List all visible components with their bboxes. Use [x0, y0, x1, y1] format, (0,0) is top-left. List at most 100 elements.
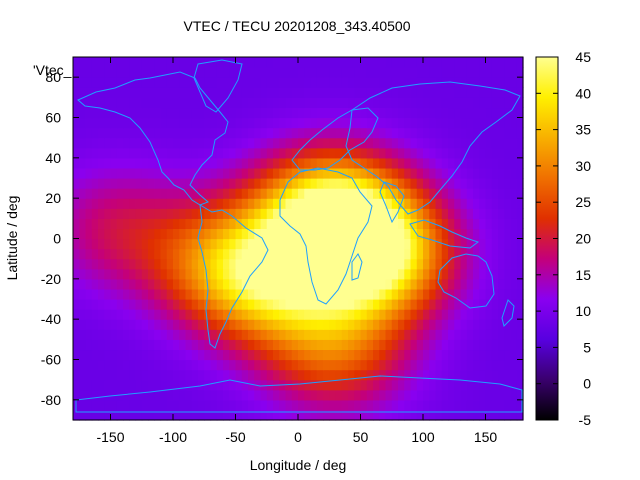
heatmap-cell	[273, 167, 280, 179]
heatmap-cell	[229, 309, 237, 320]
heatmap-cell	[179, 127, 187, 139]
heatmap-cell	[348, 208, 355, 219]
heatmap-cell	[416, 57, 424, 68]
heatmap-cell	[410, 309, 418, 320]
heatmap-cell	[116, 238, 124, 250]
heatmap-cell	[291, 369, 299, 381]
heatmap-cell	[460, 147, 468, 159]
heatmap-cell	[435, 319, 443, 330]
heatmap-cell	[166, 208, 174, 219]
heatmap-cell	[473, 198, 480, 209]
heatmap-cell	[148, 198, 155, 209]
heatmap-cell	[141, 77, 149, 88]
heatmap-cell	[310, 248, 318, 260]
heatmap-cell	[348, 359, 355, 371]
heatmap-cell	[416, 208, 424, 219]
heatmap-cell	[485, 157, 493, 169]
heatmap-cell	[298, 228, 305, 240]
heatmap-cell	[98, 359, 105, 371]
heatmap-cell	[98, 87, 105, 98]
heatmap-cell	[366, 248, 374, 260]
heatmap-cell	[341, 359, 349, 371]
heatmap-cell	[123, 178, 130, 189]
heatmap-cell	[473, 137, 480, 149]
heatmap-cell	[310, 117, 318, 129]
heatmap-cell	[223, 258, 230, 270]
heatmap-cell	[129, 67, 137, 78]
heatmap-cell	[85, 278, 93, 290]
heatmap-cell	[116, 268, 124, 280]
coast-africa	[279, 167, 373, 305]
heatmap-cell	[141, 198, 149, 209]
heatmap-cell	[473, 268, 480, 280]
heatmap-cell	[79, 389, 87, 401]
heatmap-cell	[498, 117, 505, 129]
heatmap-cell	[254, 127, 262, 139]
heatmap-cell	[391, 117, 399, 129]
heatmap-cell	[110, 359, 118, 371]
heatmap-cell	[441, 97, 449, 109]
heatmap-cell	[479, 57, 487, 68]
heatmap-cell	[416, 198, 424, 209]
heatmap-cell	[348, 349, 355, 361]
heatmap-cell	[210, 379, 218, 391]
heatmap-cell	[185, 339, 193, 351]
heatmap-cell	[185, 399, 193, 411]
heatmap-cell	[285, 399, 293, 411]
heatmap-cell	[454, 107, 462, 119]
heatmap-cell	[341, 409, 349, 421]
heatmap-cell	[373, 107, 380, 119]
heatmap-cell	[341, 399, 349, 411]
heatmap-cell	[166, 67, 174, 78]
heatmap-cell	[410, 107, 418, 119]
heatmap-cell	[510, 278, 518, 290]
heatmap-cell	[254, 379, 262, 391]
heatmap-cell	[323, 369, 330, 381]
heatmap-cell	[104, 147, 112, 159]
heatmap-cell	[360, 208, 368, 219]
heatmap-cell	[323, 389, 330, 401]
heatmap-cell	[223, 97, 230, 109]
heatmap-cell	[266, 288, 274, 300]
heatmap-cell	[379, 157, 387, 169]
heatmap-cell	[341, 137, 349, 149]
heatmap-cell	[248, 67, 255, 78]
heatmap-cell	[310, 309, 318, 320]
heatmap-cell	[135, 359, 143, 371]
heatmap-cell	[385, 57, 393, 68]
heatmap-cell	[110, 137, 118, 149]
heatmap-cell	[416, 107, 424, 119]
heatmap-cell	[248, 77, 255, 88]
heatmap-cell	[485, 117, 493, 129]
heatmap-cell	[129, 188, 137, 199]
heatmap-cell	[473, 319, 480, 330]
heatmap-cell	[298, 208, 305, 219]
heatmap-cell	[266, 77, 274, 88]
heatmap-cell	[179, 309, 187, 320]
heatmap-cell	[148, 77, 155, 88]
heatmap-cell	[185, 137, 193, 149]
heatmap-cell	[485, 87, 493, 98]
heatmap-cell	[229, 178, 237, 189]
heatmap-cell	[354, 319, 362, 330]
heatmap-cell	[416, 359, 424, 371]
heatmap-cell	[479, 339, 487, 351]
heatmap-cell	[85, 399, 93, 411]
heatmap-cell	[404, 379, 412, 391]
heatmap-cell	[248, 87, 255, 98]
heatmap-cell	[504, 167, 512, 179]
heatmap-cell	[423, 107, 430, 119]
heatmap-cell	[435, 157, 443, 169]
heatmap-cell	[516, 399, 524, 411]
heatmap-cell	[385, 349, 393, 361]
heatmap-cell	[516, 238, 524, 250]
heatmap-cell	[379, 77, 387, 88]
heatmap-cell	[341, 127, 349, 139]
heatmap-cell	[210, 97, 218, 109]
heatmap-cell	[435, 339, 443, 351]
heatmap-cell	[104, 258, 112, 270]
heatmap-cell	[398, 57, 405, 68]
heatmap-cell	[479, 87, 487, 98]
heatmap-cell	[410, 67, 418, 78]
heatmap-cell	[173, 57, 180, 68]
